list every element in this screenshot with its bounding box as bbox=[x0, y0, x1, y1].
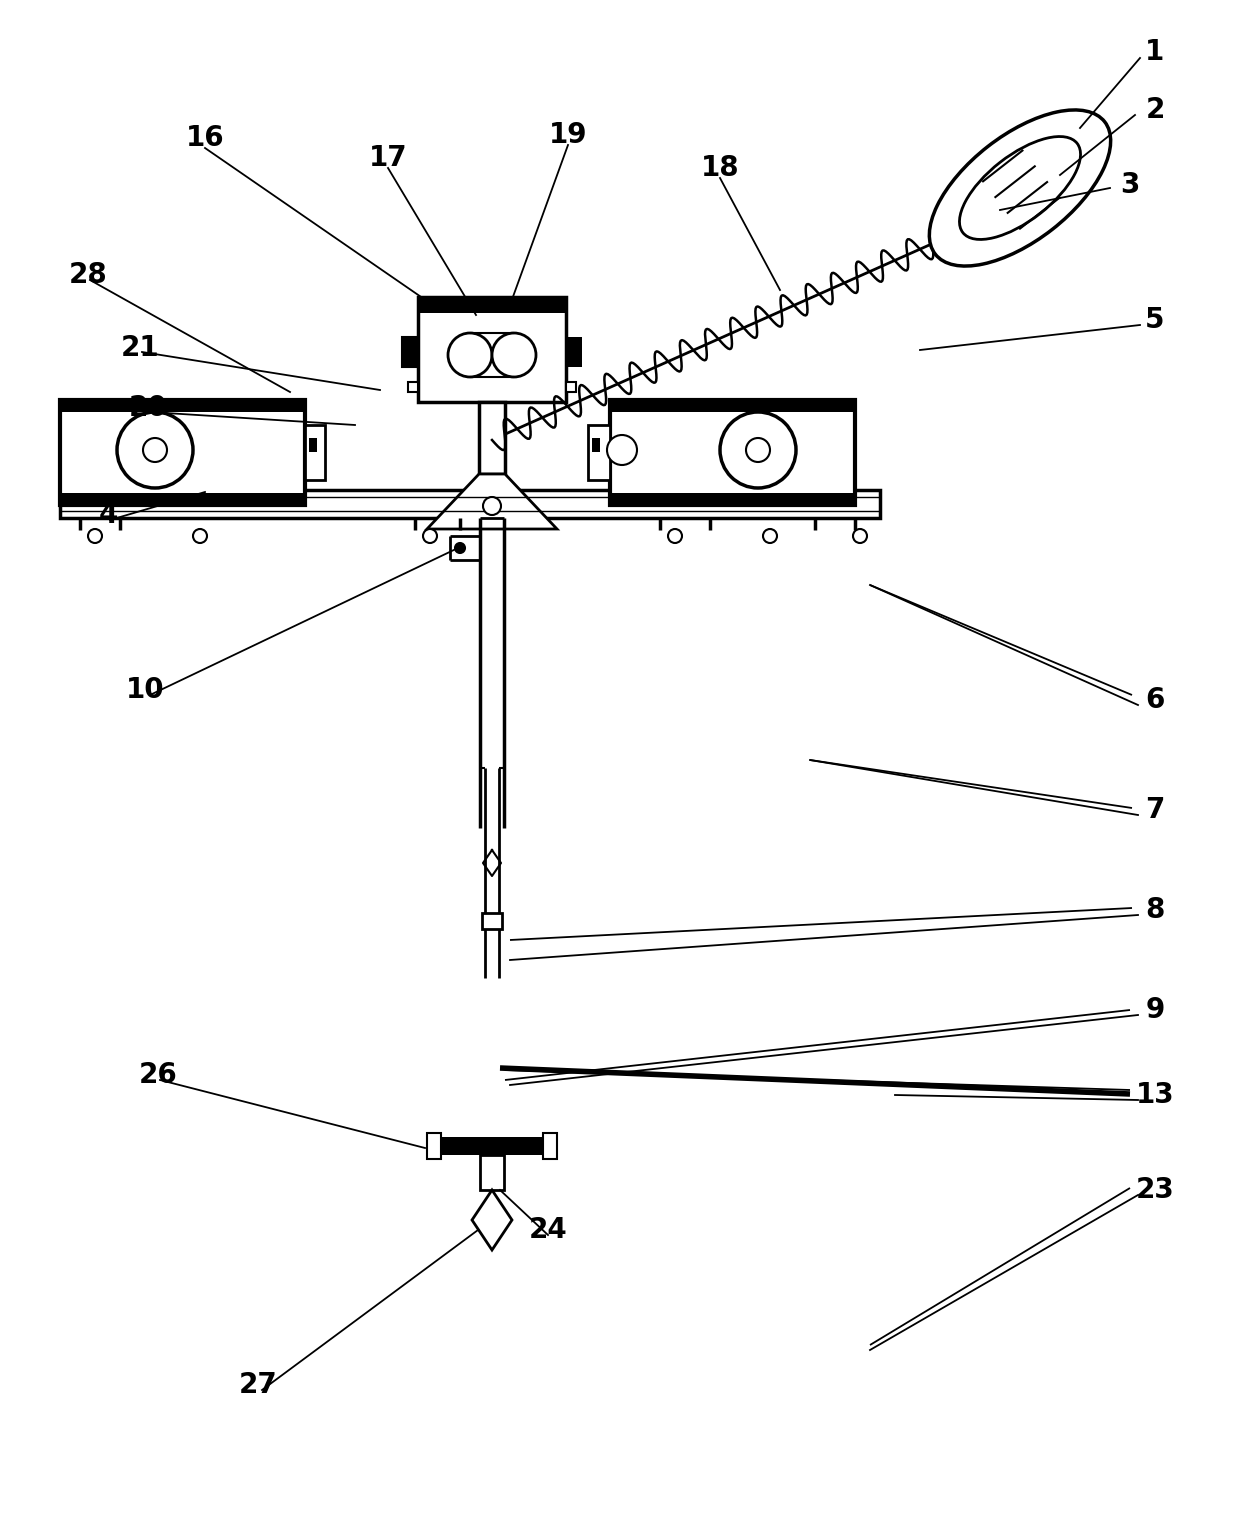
Text: 1: 1 bbox=[1146, 38, 1164, 65]
Bar bbox=[427, 1132, 441, 1160]
Circle shape bbox=[143, 439, 167, 461]
Text: 21: 21 bbox=[120, 334, 159, 361]
Bar bbox=[479, 402, 505, 474]
Circle shape bbox=[423, 528, 436, 543]
Text: 10: 10 bbox=[125, 676, 165, 704]
Text: 17: 17 bbox=[368, 144, 407, 172]
Bar bbox=[610, 401, 856, 411]
Circle shape bbox=[448, 332, 492, 376]
Text: 13: 13 bbox=[1136, 1081, 1174, 1110]
Bar bbox=[408, 383, 418, 392]
Text: 23: 23 bbox=[1136, 1176, 1174, 1204]
Bar bbox=[60, 490, 880, 518]
Bar bbox=[480, 1155, 503, 1190]
Bar bbox=[418, 298, 565, 313]
Bar bbox=[60, 401, 305, 411]
Circle shape bbox=[668, 528, 682, 543]
Text: 24: 24 bbox=[528, 1216, 568, 1243]
Bar bbox=[482, 912, 502, 929]
Circle shape bbox=[193, 528, 207, 543]
Text: 26: 26 bbox=[139, 1061, 177, 1088]
Text: 2: 2 bbox=[1146, 96, 1164, 124]
Circle shape bbox=[853, 528, 867, 543]
Bar bbox=[588, 425, 610, 480]
Bar bbox=[610, 401, 856, 505]
Bar bbox=[591, 439, 600, 452]
Text: 4: 4 bbox=[98, 501, 118, 528]
Bar bbox=[543, 1132, 557, 1160]
Text: 9: 9 bbox=[1146, 996, 1164, 1025]
Circle shape bbox=[484, 496, 501, 515]
Circle shape bbox=[455, 543, 465, 553]
Bar bbox=[427, 1137, 557, 1155]
Circle shape bbox=[88, 528, 102, 543]
Bar bbox=[60, 401, 305, 505]
Text: 20: 20 bbox=[129, 395, 167, 422]
Circle shape bbox=[763, 528, 777, 543]
Bar bbox=[610, 493, 856, 505]
Circle shape bbox=[117, 411, 193, 487]
Circle shape bbox=[746, 439, 770, 461]
Circle shape bbox=[608, 436, 637, 465]
Bar bbox=[418, 298, 565, 402]
Text: 18: 18 bbox=[701, 153, 739, 182]
Circle shape bbox=[720, 411, 796, 487]
Text: 27: 27 bbox=[238, 1371, 278, 1400]
Bar bbox=[305, 425, 325, 480]
Ellipse shape bbox=[929, 109, 1111, 266]
Text: 6: 6 bbox=[1146, 686, 1164, 713]
Polygon shape bbox=[427, 474, 557, 528]
Bar bbox=[565, 337, 582, 367]
Text: 19: 19 bbox=[549, 121, 588, 149]
Text: 7: 7 bbox=[1146, 795, 1164, 824]
Text: 5: 5 bbox=[1146, 307, 1164, 334]
Ellipse shape bbox=[960, 137, 1080, 240]
Bar bbox=[565, 383, 577, 392]
Bar bbox=[402, 337, 418, 367]
Text: 16: 16 bbox=[186, 124, 224, 152]
Text: 28: 28 bbox=[68, 261, 108, 288]
Bar bbox=[60, 493, 305, 505]
Text: 8: 8 bbox=[1146, 896, 1164, 924]
Polygon shape bbox=[472, 1190, 512, 1249]
Bar bbox=[309, 439, 317, 452]
Bar bbox=[402, 337, 418, 367]
Circle shape bbox=[492, 332, 536, 376]
Text: 3: 3 bbox=[1120, 172, 1140, 199]
